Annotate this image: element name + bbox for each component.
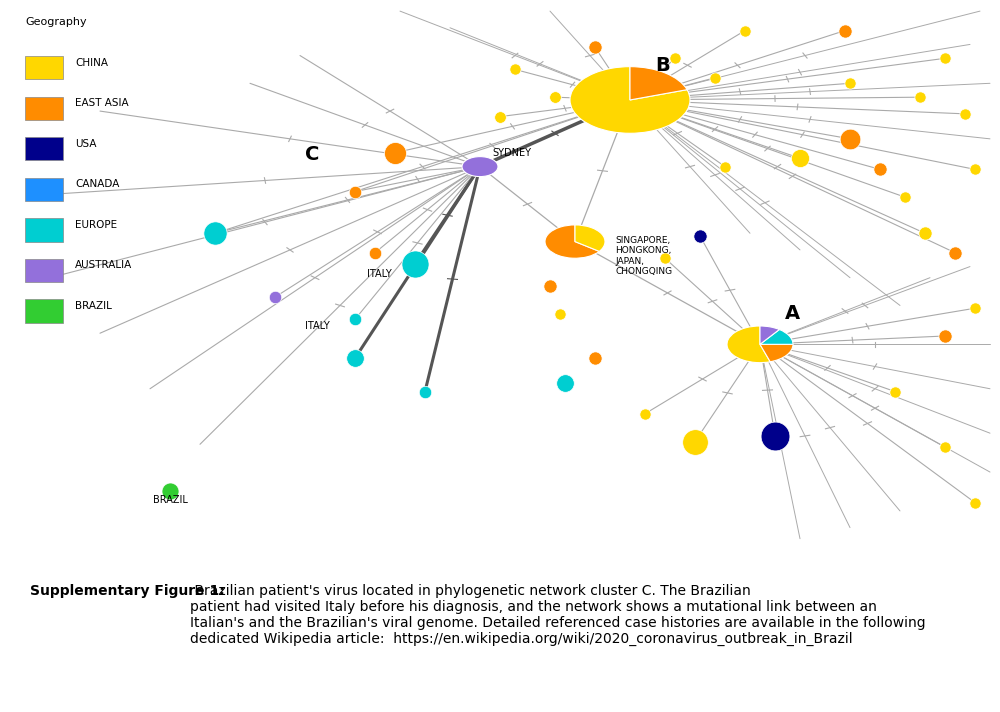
Point (637, 408, 653, 419)
Text: Brazilian patient's virus located in phylogenetic network cluster C. The Brazili: Brazilian patient's virus located in phy… (190, 584, 926, 646)
Wedge shape (760, 330, 793, 345)
FancyBboxPatch shape (25, 97, 63, 120)
Text: EAST ASIA: EAST ASIA (75, 98, 129, 108)
Point (387, 147, 403, 158)
Wedge shape (760, 345, 793, 362)
Point (767, 430, 783, 441)
Point (687, 436, 703, 447)
Text: BRAZIL: BRAZIL (153, 496, 187, 506)
Point (887, 386, 903, 397)
Point (707, 72, 723, 83)
Point (587, 352, 603, 364)
Point (937, 53, 953, 64)
Point (347, 186, 363, 197)
Text: SINGAPORE,
HONGKONG,
JAPAN,
CHONGQING: SINGAPORE, HONGKONG, JAPAN, CHONGQING (615, 236, 672, 276)
Point (552, 308, 568, 320)
Point (657, 253, 673, 264)
Point (692, 231, 708, 242)
Point (587, 41, 603, 53)
Point (547, 91, 563, 103)
FancyBboxPatch shape (25, 219, 63, 241)
Point (267, 291, 283, 303)
Point (967, 303, 983, 314)
Point (407, 258, 423, 269)
FancyBboxPatch shape (25, 258, 63, 282)
Point (717, 161, 733, 172)
Point (837, 25, 853, 36)
Wedge shape (545, 225, 599, 258)
Text: BRAZIL: BRAZIL (75, 301, 112, 311)
Point (207, 228, 223, 239)
Point (842, 78, 858, 89)
Point (947, 247, 963, 258)
Text: C: C (305, 145, 319, 164)
Point (897, 192, 913, 203)
Text: A: A (785, 304, 800, 323)
Wedge shape (570, 67, 690, 133)
Text: SYDNEY: SYDNEY (492, 148, 531, 158)
Point (917, 228, 933, 239)
Point (162, 486, 178, 497)
Text: Geography: Geography (25, 16, 87, 26)
FancyBboxPatch shape (25, 299, 63, 323)
Wedge shape (727, 326, 770, 362)
Text: B: B (655, 56, 670, 75)
Point (417, 386, 433, 397)
Point (937, 441, 953, 453)
Point (542, 281, 558, 292)
Point (557, 377, 573, 389)
Point (967, 497, 983, 508)
Point (937, 330, 953, 342)
FancyBboxPatch shape (25, 137, 63, 160)
Wedge shape (760, 326, 779, 345)
Point (842, 133, 858, 145)
Point (347, 313, 363, 325)
Point (957, 108, 973, 120)
Wedge shape (575, 225, 605, 251)
Point (967, 164, 983, 175)
Point (872, 164, 888, 175)
Text: USA: USA (75, 139, 97, 149)
Text: CHINA: CHINA (75, 58, 108, 68)
Point (367, 247, 383, 258)
Point (507, 63, 523, 75)
Wedge shape (630, 67, 687, 100)
Point (492, 111, 508, 122)
Point (737, 25, 753, 36)
Point (792, 152, 808, 164)
Point (912, 91, 928, 103)
Text: EUROPE: EUROPE (75, 220, 117, 230)
Wedge shape (462, 157, 498, 177)
Text: AUSTRALIA: AUSTRALIA (75, 261, 132, 271)
Text: ITALY: ITALY (305, 321, 330, 331)
Point (347, 352, 363, 364)
Point (667, 53, 683, 64)
FancyBboxPatch shape (25, 56, 63, 80)
FancyBboxPatch shape (25, 178, 63, 201)
Text: ITALY: ITALY (367, 269, 392, 279)
Text: Supplementary Figure 1:: Supplementary Figure 1: (30, 584, 225, 597)
Text: CANADA: CANADA (75, 179, 119, 189)
